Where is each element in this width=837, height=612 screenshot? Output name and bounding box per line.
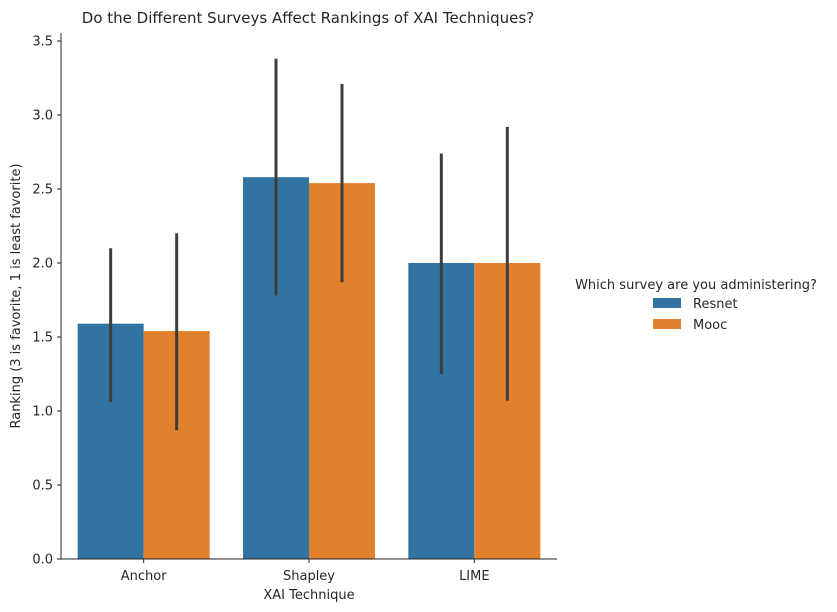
- legend-swatch-mooc: [653, 319, 681, 329]
- x-axis-label: XAI Technique: [263, 588, 354, 603]
- y-tick-label: 1.0: [32, 405, 53, 420]
- y-tick-label: 2.5: [32, 183, 53, 198]
- y-tick-label: 3.0: [32, 109, 53, 124]
- error-bars-group: [109, 58, 509, 431]
- legend-label-mooc: Mooc: [693, 318, 727, 333]
- chart-title: Do the Different Surveys Affect Rankings…: [82, 9, 534, 27]
- bars-group: [77, 177, 541, 559]
- y-tick-label: 1.5: [32, 331, 53, 346]
- legend-swatch-resnet: [653, 298, 681, 308]
- legend: Which survey are you administering? Resn…: [575, 278, 817, 333]
- y-tick-label: 0.5: [32, 479, 53, 494]
- legend-label-resnet: Resnet: [693, 297, 738, 312]
- y-tick-label: 0.0: [32, 553, 53, 568]
- y-tick-label: 3.5: [32, 35, 53, 50]
- x-tick-label: LIME: [459, 569, 490, 584]
- x-tick-label: Shapley: [283, 569, 335, 584]
- y-tick-label: 2.0: [32, 257, 53, 272]
- legend-title: Which survey are you administering?: [575, 278, 817, 293]
- y-ticks-group: 0.0 0.5 1.0 1.5 2.0 2.5 3.0 3.5: [32, 35, 61, 568]
- y-axis-label: Ranking (3 is favorite, 1 is least favor…: [9, 163, 24, 428]
- x-ticks-group: Anchor Shapley LIME: [121, 559, 490, 584]
- x-tick-label: Anchor: [121, 569, 167, 584]
